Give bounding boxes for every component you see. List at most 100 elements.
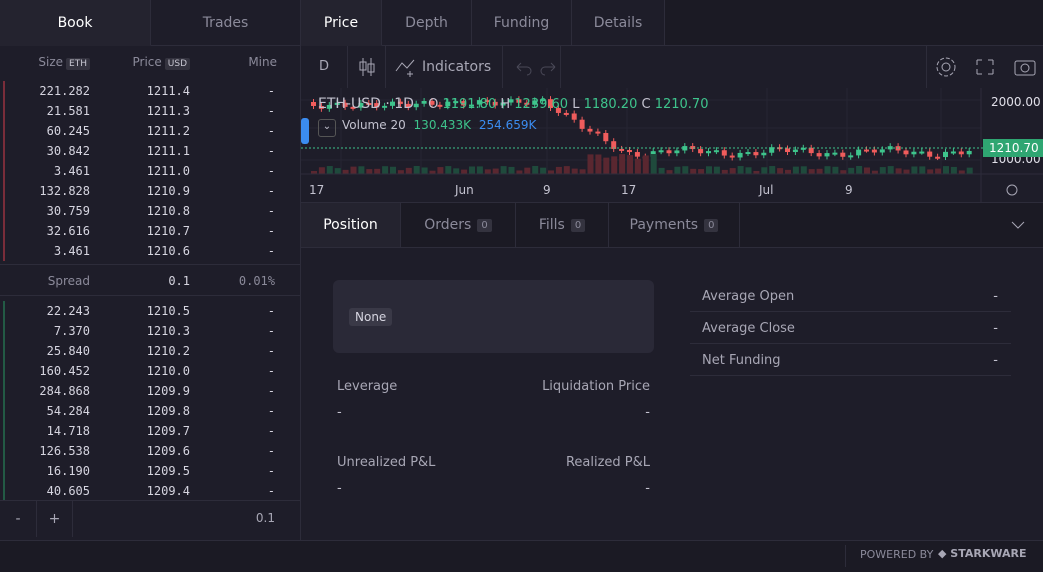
funding-tab[interactable]: Funding: [472, 0, 572, 46]
candle-body: [792, 149, 798, 153]
candle-body: [476, 100, 482, 105]
tab-count: 0: [570, 218, 586, 232]
indicators-button[interactable]: Indicators: [386, 46, 503, 88]
position-card: None: [333, 280, 654, 353]
volume-bar: [326, 166, 333, 174]
size: 30.842: [46, 144, 90, 158]
bid-row: 160.452 1210.0 -: [0, 361, 300, 381]
zoom-out-button[interactable]: -: [0, 501, 37, 537]
mine: -: [267, 304, 275, 318]
field-label: Leverage: [337, 379, 398, 394]
candle-body: [848, 155, 854, 158]
candle-body: [800, 147, 806, 150]
candle-body: [437, 104, 443, 107]
chart-toolbar: D Indicators: [301, 46, 1043, 88]
chart-type-button[interactable]: [348, 46, 386, 88]
spread-value: 0.1: [168, 274, 190, 288]
depth-tab[interactable]: Depth: [382, 0, 472, 46]
volume-bar: [579, 169, 586, 174]
size: 132.828: [39, 184, 90, 198]
volume-bar: [603, 157, 610, 174]
collapse-icon[interactable]: [1011, 219, 1025, 231]
tab-label: Fills: [538, 217, 565, 233]
depth-bar: [3, 381, 5, 401]
candle-body: [587, 128, 593, 132]
position-tab[interactable]: Orders 0: [401, 203, 516, 247]
price: 1209.9: [146, 384, 190, 398]
price: 1209.5: [146, 464, 190, 478]
candle-body: [390, 101, 395, 106]
stat-row: [690, 280, 1011, 312]
size: 7.370: [53, 324, 90, 338]
size-label: Size: [38, 55, 64, 69]
volume-bar: [595, 154, 602, 174]
price: 1211.4: [146, 84, 190, 98]
volume-bar: [666, 170, 673, 174]
stat-label: Net Funding: [702, 353, 781, 368]
volume-bar: [445, 166, 452, 174]
size: 40.605: [46, 484, 90, 498]
volume-bar: [650, 154, 657, 174]
candle-body: [737, 152, 743, 158]
volume-bar: [927, 169, 934, 174]
volume-bar: [958, 170, 965, 174]
chart-action-icons[interactable]: [927, 46, 1043, 88]
candle-body: [492, 101, 498, 106]
ask-row: 30.759 1210.8 -: [0, 201, 300, 221]
field-value: -: [337, 405, 342, 420]
size: 22.243: [46, 304, 90, 318]
volume-bar: [540, 167, 547, 174]
position-tab[interactable]: Payments 0: [609, 203, 740, 247]
candle-body: [761, 152, 767, 156]
stat-row: [690, 344, 1011, 376]
stat-value: -: [993, 353, 998, 368]
tab-label: Orders: [424, 217, 472, 233]
trades-tab[interactable]: Trades: [151, 0, 301, 46]
ask-row: 3.461 1210.6 -: [0, 241, 300, 261]
candle-body: [840, 152, 846, 157]
zoom-in-button[interactable]: +: [37, 501, 73, 537]
book-tab[interactable]: Book: [0, 0, 151, 46]
candle-body: [619, 148, 625, 151]
size: 221.282: [39, 84, 90, 98]
collapse-legend[interactable]: ⌄: [318, 119, 336, 137]
candle-body: [382, 105, 388, 108]
candle-body: [713, 150, 719, 153]
powered-by: POWERED BY: [860, 548, 934, 561]
price: 1210.0: [146, 364, 190, 378]
volume-bar: [421, 167, 428, 174]
depth-bar: [3, 461, 5, 481]
candle-body: [429, 100, 435, 105]
ask-row: 30.842 1211.1 -: [0, 141, 300, 161]
time-tick-label: 9: [845, 183, 853, 197]
candle-body: [445, 101, 451, 107]
mine: -: [267, 224, 275, 238]
position-tab[interactable]: Fills 0: [516, 203, 609, 247]
candle-body: [816, 153, 822, 157]
tab-label: Position: [323, 217, 378, 233]
candle-body: [777, 147, 783, 150]
candle-body: [682, 146, 688, 151]
spread-label: Spread: [47, 274, 90, 288]
position-tab[interactable]: Position: [301, 203, 401, 247]
field-label: Unrealized P&L: [337, 455, 436, 470]
candle-body: [769, 147, 775, 153]
time-tick-label: 17: [309, 183, 324, 197]
volume-bar: [476, 166, 483, 174]
interval-button[interactable]: D: [301, 46, 348, 88]
details-tab[interactable]: Details: [572, 0, 665, 46]
tab-filler: [665, 0, 1043, 46]
mine: -: [267, 444, 275, 458]
indicators-icon: [395, 59, 415, 77]
candle-body: [421, 100, 427, 104]
price: 1210.7: [146, 224, 190, 238]
undo-redo[interactable]: [503, 46, 561, 88]
volume-bar: [903, 169, 910, 174]
open-label: O: [428, 97, 439, 112]
depth-bar: [3, 81, 5, 101]
candle-body: [374, 103, 380, 108]
volume-bar: [532, 166, 539, 174]
volume-bar: [619, 154, 626, 174]
candle-body: [658, 150, 664, 153]
price-tab[interactable]: Price: [301, 0, 382, 46]
